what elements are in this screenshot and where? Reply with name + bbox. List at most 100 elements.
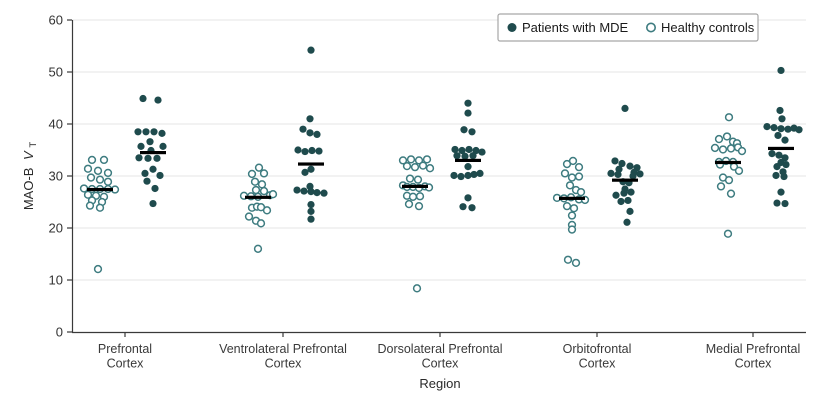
data-point-patient-mde <box>144 154 152 162</box>
region-label: Cortex <box>579 357 617 371</box>
data-point-patient-mde <box>450 171 458 180</box>
data-point-patient-mde <box>612 191 620 199</box>
data-point-patient-mde <box>464 109 472 117</box>
data-point-patient-mde <box>149 199 157 208</box>
data-point-patient-mde <box>313 189 321 197</box>
data-point-patient-mde <box>307 207 315 215</box>
data-point-patient-mde <box>299 125 307 133</box>
data-point-patient-mde <box>151 184 159 193</box>
data-point-healthy-control <box>85 201 95 210</box>
data-point-patient-mde <box>476 169 484 177</box>
data-point-patient-mde <box>472 146 480 155</box>
data-point-healthy-control <box>398 156 408 165</box>
data-point-healthy-control <box>724 113 734 122</box>
region-label: Dorsolateral Prefrontal <box>377 342 502 356</box>
data-point-patient-mde <box>470 170 478 179</box>
data-point-healthy-control <box>718 145 728 154</box>
data-point-healthy-control <box>737 146 747 156</box>
data-point-patient-mde <box>300 187 308 195</box>
data-point-patient-mde <box>795 126 803 134</box>
data-point-healthy-control <box>83 164 93 173</box>
data-point-patient-mde <box>294 146 302 154</box>
data-point-healthy-control <box>93 166 103 175</box>
data-point-healthy-control <box>262 206 272 215</box>
data-point-patient-mde <box>624 196 632 205</box>
data-point-healthy-control <box>414 156 424 165</box>
data-point-healthy-control <box>103 177 113 186</box>
data-point-patient-mde <box>464 194 472 202</box>
data-point-patient-mde <box>607 169 615 177</box>
region-label: Cortex <box>422 357 460 371</box>
data-point-patient-mde <box>142 128 150 136</box>
region-label: Cortex <box>265 357 303 371</box>
data-point-healthy-control <box>93 264 103 274</box>
data-point-patient-mde <box>627 188 635 196</box>
data-point-healthy-control <box>567 173 577 182</box>
data-point-healthy-control <box>726 189 736 198</box>
x-axis-title: Region <box>419 376 460 391</box>
data-point-patient-mde <box>464 163 472 171</box>
data-point-healthy-control <box>724 176 734 185</box>
data-point-patient-mde <box>636 170 644 178</box>
data-point-patient-mde <box>465 145 473 154</box>
data-point-patient-mde <box>134 128 142 136</box>
median-bar-patients <box>612 178 638 182</box>
data-point-healthy-control <box>268 190 278 199</box>
data-point-healthy-control <box>414 202 424 211</box>
data-point-patient-mde <box>143 177 151 185</box>
data-point-healthy-control <box>83 190 93 199</box>
data-point-patient-mde <box>464 171 472 180</box>
data-point-patient-mde <box>320 189 328 197</box>
y-axis-title-symbol: V <box>21 150 36 160</box>
data-point-patient-mde <box>306 129 314 137</box>
median-bar-controls <box>715 160 741 165</box>
y-tick-label: 20 <box>49 221 63 236</box>
y-tick-label: 30 <box>49 169 63 184</box>
legend-label-controls: Healthy controls <box>661 20 755 35</box>
data-point-patient-mde <box>461 152 469 160</box>
legend-label-patients: Patients with MDE <box>522 20 629 35</box>
data-point-healthy-control <box>244 212 254 221</box>
data-point-patient-mde <box>158 129 166 137</box>
data-point-patient-mde <box>453 152 461 160</box>
data-point-healthy-control <box>567 225 577 234</box>
data-point-patient-mde <box>621 104 629 112</box>
data-point-healthy-control <box>714 134 724 144</box>
data-point-healthy-control <box>574 163 584 172</box>
data-point-patient-mde <box>308 146 316 155</box>
legend-box <box>497 13 759 42</box>
y-tick-label: 50 <box>49 65 63 80</box>
data-point-healthy-control <box>251 185 261 195</box>
data-point-patient-mde <box>773 199 781 207</box>
data-point-healthy-control <box>413 175 423 184</box>
data-point-patient-mde <box>137 142 145 150</box>
data-point-healthy-control <box>247 169 257 179</box>
data-point-healthy-control <box>422 155 432 164</box>
data-point-healthy-control <box>568 156 578 166</box>
data-point-healthy-control <box>95 175 105 184</box>
data-point-patient-mde <box>781 154 789 162</box>
data-point-healthy-control <box>576 187 586 197</box>
data-point-patient-mde <box>146 138 154 146</box>
median-bar-controls <box>402 184 428 188</box>
region-label: Cortex <box>107 357 145 371</box>
data-point-patient-mde <box>458 146 466 155</box>
data-point-healthy-control <box>722 132 732 141</box>
region-label: Orbitofrontal <box>563 342 632 356</box>
data-point-patient-mde <box>611 157 619 165</box>
median-bar-patients <box>298 162 324 166</box>
data-point-patient-mde <box>141 169 149 177</box>
data-point-patient-mde <box>770 124 778 132</box>
data-point-healthy-control <box>560 169 570 178</box>
data-point-patient-mde <box>293 186 301 194</box>
data-point-healthy-control <box>103 168 113 178</box>
y-axis-title-subscript: T <box>28 142 39 148</box>
data-point-healthy-control <box>259 169 269 178</box>
data-point-patient-mde <box>629 172 637 180</box>
data-point-patient-mde <box>139 94 147 103</box>
data-point-patient-mde <box>301 168 309 176</box>
data-point-healthy-control <box>404 199 414 209</box>
data-point-patient-mde <box>620 189 628 197</box>
region-label: Prefrontal <box>98 342 152 356</box>
